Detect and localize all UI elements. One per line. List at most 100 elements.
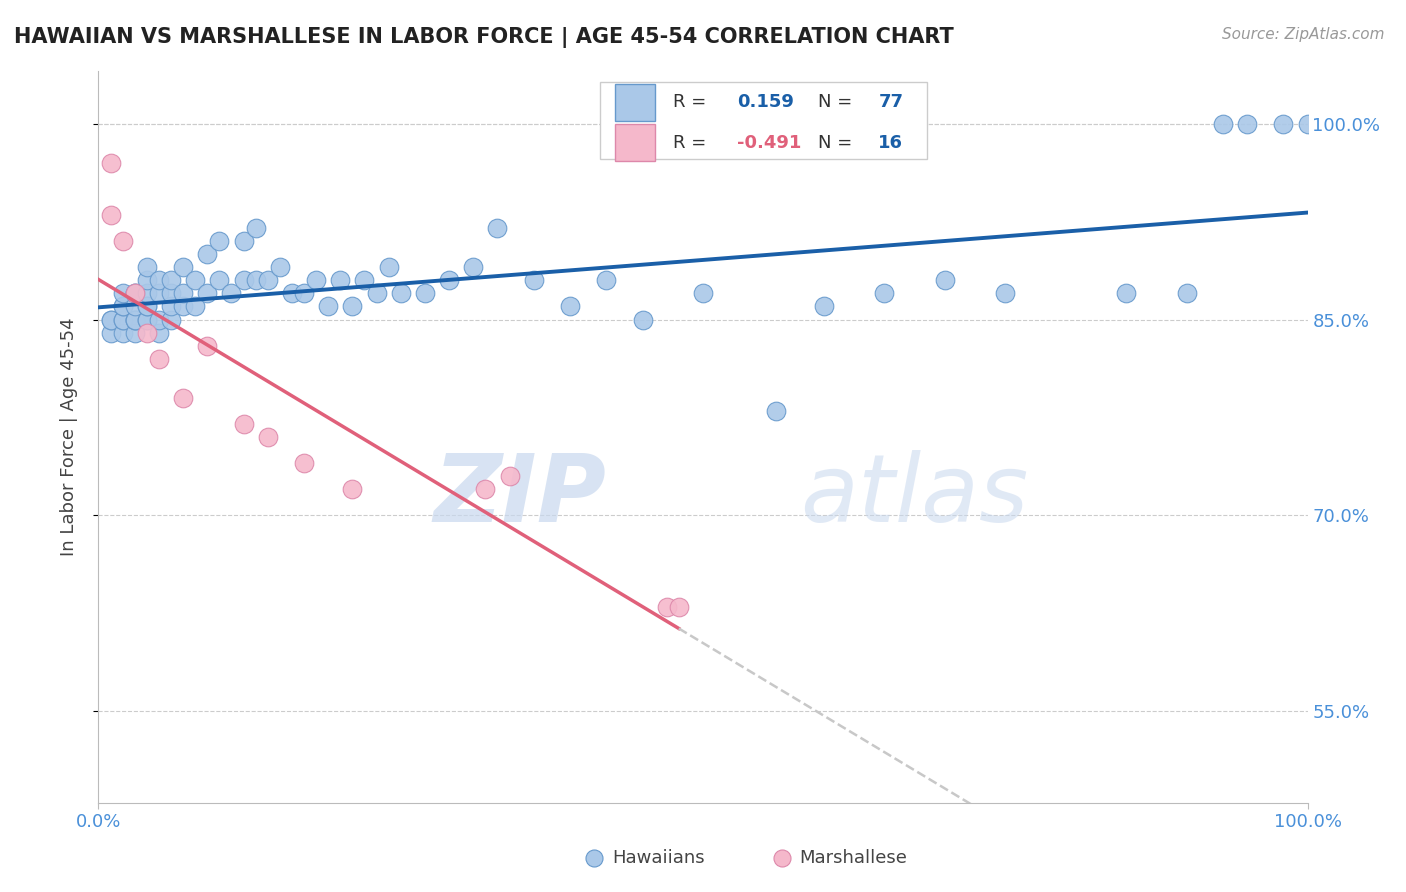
- Y-axis label: In Labor Force | Age 45-54: In Labor Force | Age 45-54: [59, 318, 77, 557]
- Point: [148, 286, 170, 301]
- Point: [184, 300, 207, 314]
- Point: [148, 273, 170, 287]
- Point: [523, 273, 546, 287]
- Point: [994, 286, 1017, 301]
- Text: Source: ZipAtlas.com: Source: ZipAtlas.com: [1222, 27, 1385, 42]
- Point: [934, 273, 956, 287]
- Point: [100, 326, 122, 340]
- Point: [208, 234, 231, 248]
- Point: [100, 312, 122, 326]
- Point: [135, 260, 157, 275]
- Point: [813, 300, 835, 314]
- FancyBboxPatch shape: [600, 82, 927, 159]
- Point: [111, 300, 134, 314]
- Point: [655, 599, 678, 614]
- Point: [292, 456, 315, 470]
- Text: 77: 77: [879, 94, 903, 112]
- Point: [595, 273, 617, 287]
- Point: [366, 286, 388, 301]
- Point: [124, 312, 146, 326]
- Point: [245, 221, 267, 235]
- Point: [463, 260, 485, 275]
- Point: [269, 260, 291, 275]
- Point: [135, 312, 157, 326]
- Text: HAWAIIAN VS MARSHALLESE IN LABOR FORCE | AGE 45-54 CORRELATION CHART: HAWAIIAN VS MARSHALLESE IN LABOR FORCE |…: [14, 27, 953, 48]
- Point: [1115, 286, 1137, 301]
- Point: [281, 286, 304, 301]
- Point: [305, 273, 328, 287]
- Point: [1175, 286, 1198, 301]
- Point: [256, 430, 278, 444]
- Point: [111, 234, 134, 248]
- Point: [221, 286, 243, 301]
- Point: [389, 286, 412, 301]
- Point: [100, 156, 122, 170]
- Point: [111, 300, 134, 314]
- Point: [692, 286, 714, 301]
- Point: [172, 286, 194, 301]
- FancyBboxPatch shape: [614, 84, 655, 120]
- Point: [111, 286, 134, 301]
- Point: [100, 312, 122, 326]
- Point: [172, 260, 194, 275]
- Point: [256, 273, 278, 287]
- Point: [148, 312, 170, 326]
- FancyBboxPatch shape: [614, 124, 655, 161]
- Point: [195, 247, 218, 261]
- Point: [124, 326, 146, 340]
- Point: [342, 483, 364, 497]
- Point: [135, 300, 157, 314]
- Point: [486, 221, 509, 235]
- Text: ZIP: ZIP: [433, 450, 606, 541]
- Point: [631, 312, 654, 326]
- Point: [292, 286, 315, 301]
- Point: [1272, 117, 1295, 131]
- Point: [1212, 117, 1234, 131]
- Point: [437, 273, 460, 287]
- Point: [195, 286, 218, 301]
- Text: N =: N =: [818, 94, 858, 112]
- Point: [245, 273, 267, 287]
- Point: [111, 312, 134, 326]
- Point: [232, 273, 254, 287]
- Point: [124, 312, 146, 326]
- Text: N =: N =: [818, 134, 858, 152]
- Point: [148, 351, 170, 366]
- Text: Hawaiians: Hawaiians: [613, 848, 704, 867]
- Point: [124, 286, 146, 301]
- Point: [316, 300, 339, 314]
- Point: [111, 326, 134, 340]
- Point: [195, 339, 218, 353]
- Point: [498, 469, 520, 483]
- Point: [873, 286, 896, 301]
- Point: [172, 391, 194, 405]
- Point: [135, 312, 157, 326]
- Point: [135, 286, 157, 301]
- Point: [474, 483, 496, 497]
- Text: -0.491: -0.491: [737, 134, 801, 152]
- Point: [342, 300, 364, 314]
- Point: [160, 286, 183, 301]
- Point: [135, 300, 157, 314]
- Point: [111, 312, 134, 326]
- Point: [135, 326, 157, 340]
- Point: [100, 208, 122, 222]
- Point: [135, 273, 157, 287]
- Point: [558, 300, 581, 314]
- Point: [124, 300, 146, 314]
- Point: [353, 273, 375, 287]
- Point: [668, 599, 690, 614]
- Point: [1296, 117, 1319, 131]
- Point: [160, 300, 183, 314]
- Text: R =: R =: [672, 94, 711, 112]
- Point: [124, 286, 146, 301]
- Point: [329, 273, 352, 287]
- Point: [184, 273, 207, 287]
- Text: 0.159: 0.159: [737, 94, 794, 112]
- Point: [1236, 117, 1258, 131]
- Point: [160, 312, 183, 326]
- Point: [148, 326, 170, 340]
- Text: atlas: atlas: [800, 450, 1028, 541]
- Point: [232, 234, 254, 248]
- Point: [232, 417, 254, 431]
